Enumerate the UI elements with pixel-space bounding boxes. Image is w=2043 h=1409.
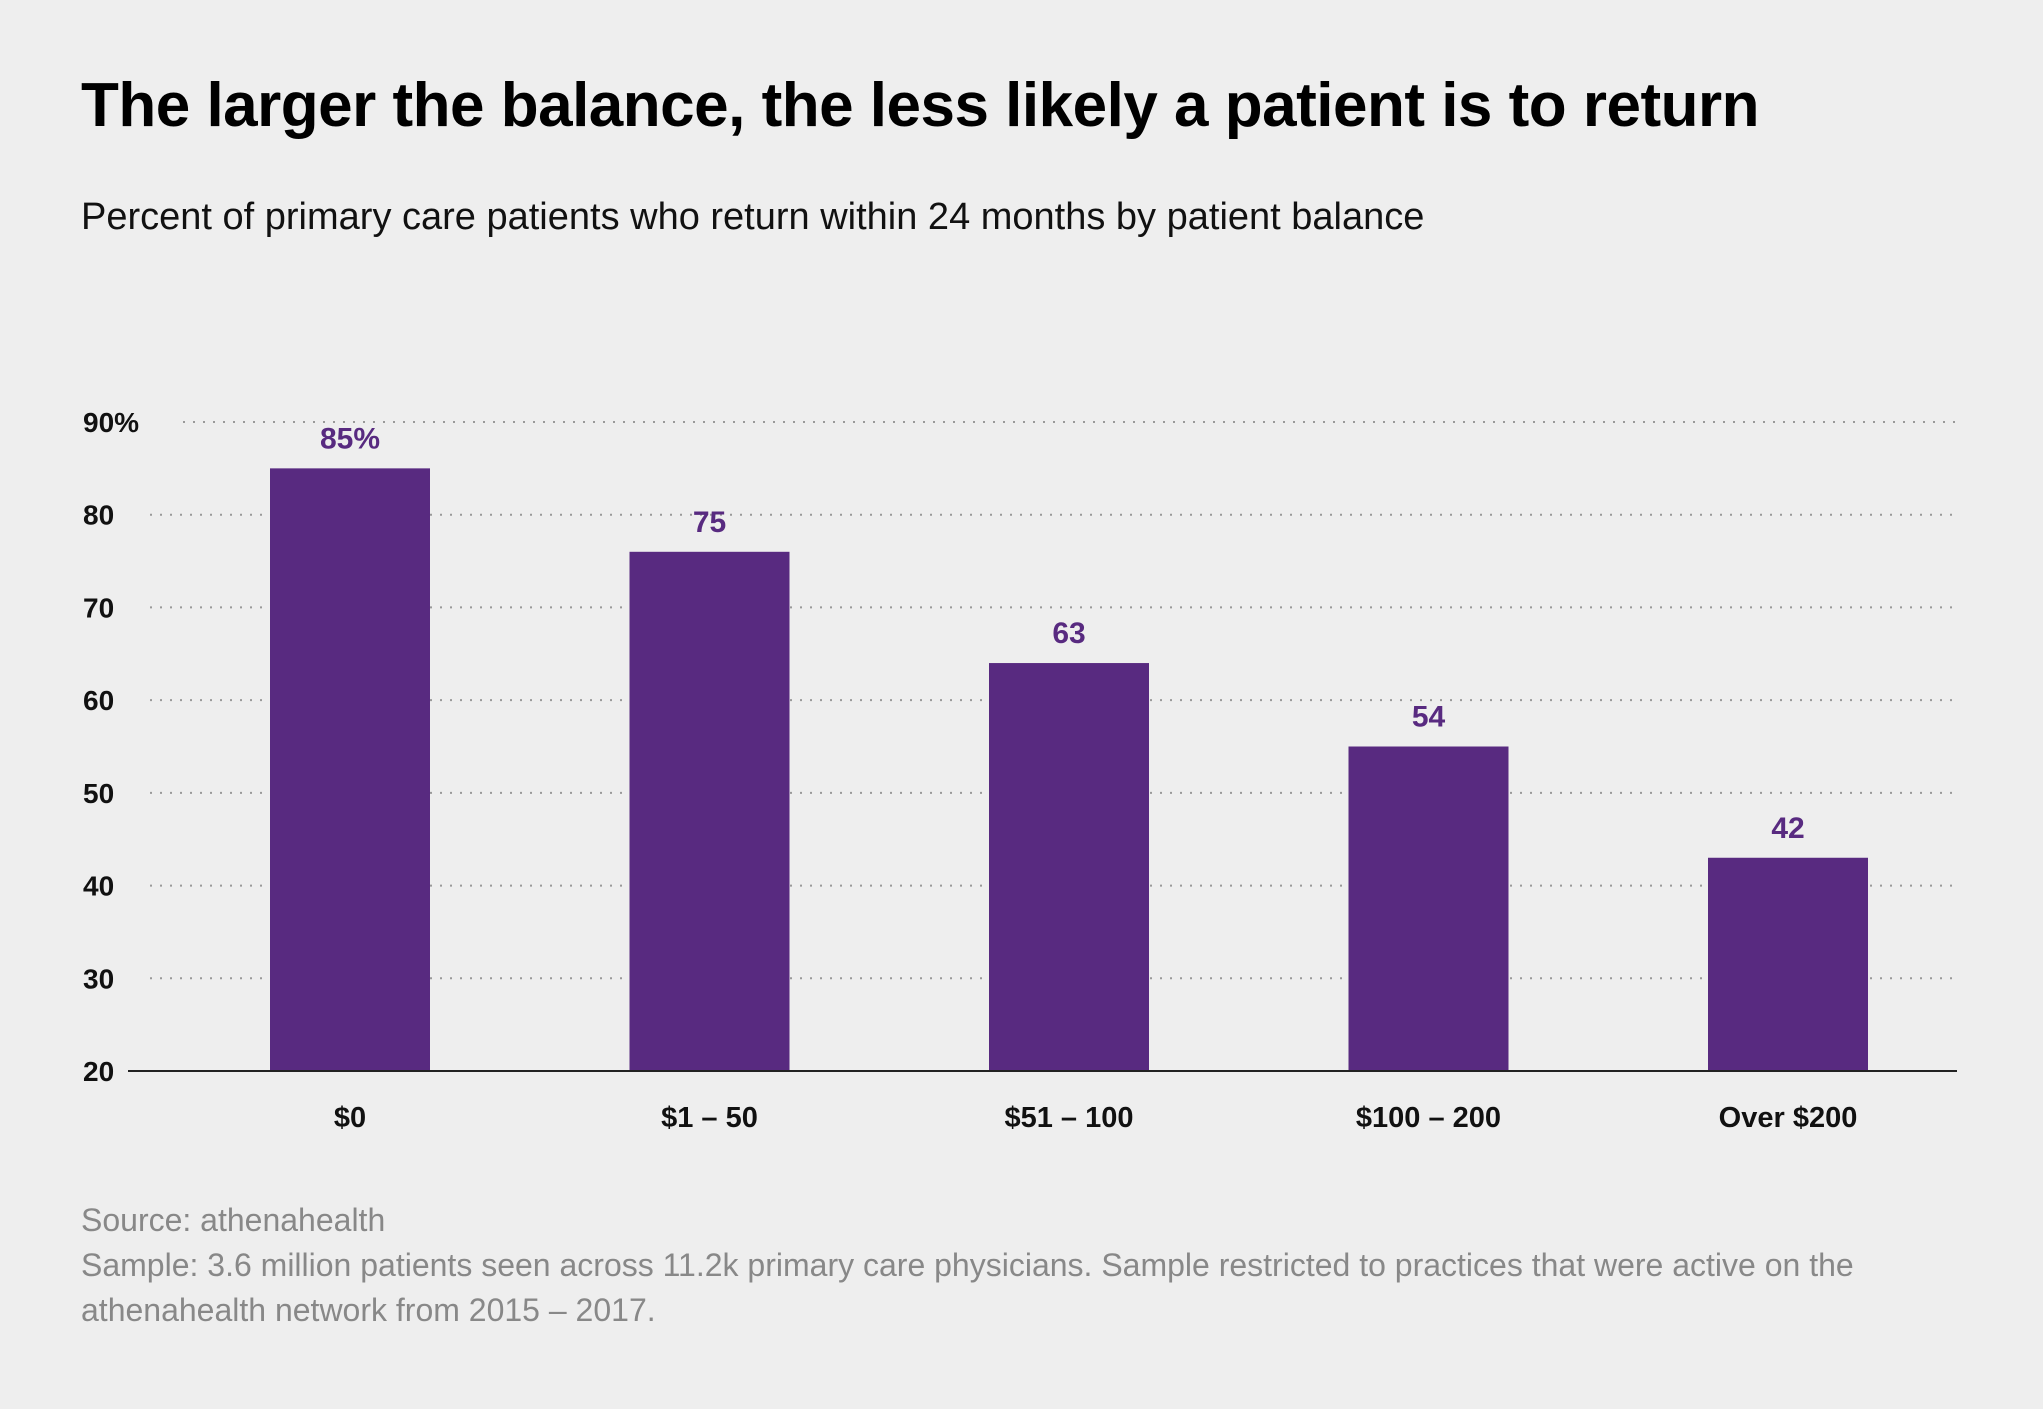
chart-notes: Source: athenahealth Sample: 3.6 million… xyxy=(81,1198,1961,1333)
x-tick-label: $51 – 100 xyxy=(1004,1102,1133,1134)
bar xyxy=(1708,857,1868,1071)
chart-subtitle: Percent of primary care patients who ret… xyxy=(81,196,1425,238)
x-tick-label: $0 xyxy=(334,1102,366,1134)
bar xyxy=(629,551,790,1071)
y-tick-label: 60 xyxy=(83,685,114,716)
sample-note: Sample: 3.6 million patients seen across… xyxy=(81,1247,1854,1328)
bar xyxy=(989,663,1149,1071)
data-labels: 85% 75 63 54 42 xyxy=(320,422,1805,844)
data-label: 75 xyxy=(693,506,726,539)
y-tick-label: 70 xyxy=(83,592,114,623)
y-tick-label: 80 xyxy=(83,500,114,531)
bar xyxy=(270,468,430,1071)
source-note: Source: athenahealth xyxy=(81,1202,386,1238)
y-tick-label: 30 xyxy=(83,963,114,994)
y-tick-label: 20 xyxy=(83,1056,114,1087)
bar xyxy=(1348,746,1509,1071)
x-axis-ticks: $0 $1 – 50 $51 – 100 $100 – 200 Over $200 xyxy=(334,1102,1857,1134)
data-label: 54 xyxy=(1412,701,1446,734)
x-tick-label: Over $200 xyxy=(1719,1102,1858,1134)
y-tick-label: 40 xyxy=(83,871,114,902)
x-tick-label: $100 – 200 xyxy=(1356,1102,1501,1134)
data-label: 63 xyxy=(1052,617,1085,650)
y-tick-label: 90% xyxy=(83,407,139,438)
bars xyxy=(270,468,1868,1071)
chart-title: The larger the balance, the less likely … xyxy=(81,71,1760,140)
y-tick-label: 50 xyxy=(83,778,114,809)
gridlines xyxy=(150,421,1957,980)
x-tick-label: $1 – 50 xyxy=(661,1102,758,1134)
data-label: 42 xyxy=(1771,812,1804,845)
y-axis-ticks: 20 30 40 50 60 70 80 90% xyxy=(83,407,139,1087)
data-label: 85% xyxy=(320,422,380,455)
